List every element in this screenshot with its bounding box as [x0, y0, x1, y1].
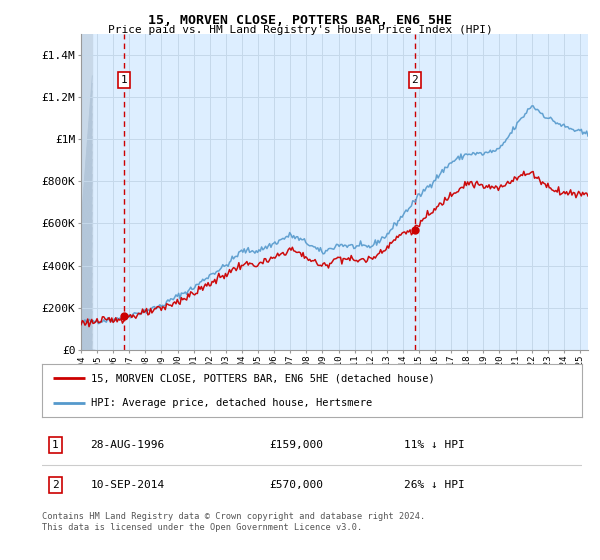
Text: £159,000: £159,000: [269, 440, 323, 450]
Text: 15, MORVEN CLOSE, POTTERS BAR, EN6 5HE (detached house): 15, MORVEN CLOSE, POTTERS BAR, EN6 5HE (…: [91, 374, 434, 384]
Text: 10-SEP-2014: 10-SEP-2014: [91, 480, 165, 490]
Text: 15, MORVEN CLOSE, POTTERS BAR, EN6 5HE: 15, MORVEN CLOSE, POTTERS BAR, EN6 5HE: [148, 14, 452, 27]
Text: HPI: Average price, detached house, Hertsmere: HPI: Average price, detached house, Hert…: [91, 398, 372, 408]
Text: 28-AUG-1996: 28-AUG-1996: [91, 440, 165, 450]
Text: Contains HM Land Registry data © Crown copyright and database right 2024.
This d: Contains HM Land Registry data © Crown c…: [42, 512, 425, 532]
Text: Price paid vs. HM Land Registry's House Price Index (HPI): Price paid vs. HM Land Registry's House …: [107, 25, 493, 35]
Text: 2: 2: [52, 480, 59, 490]
Text: 11% ↓ HPI: 11% ↓ HPI: [404, 440, 464, 450]
Text: £570,000: £570,000: [269, 480, 323, 490]
Text: 2: 2: [412, 75, 418, 85]
Text: 26% ↓ HPI: 26% ↓ HPI: [404, 480, 464, 490]
Text: 1: 1: [52, 440, 59, 450]
Text: 1: 1: [121, 75, 127, 85]
